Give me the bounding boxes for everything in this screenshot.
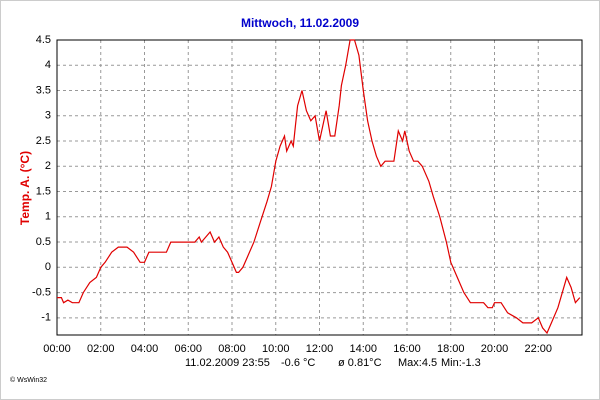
x-tick-label: 18:00 [437, 343, 465, 355]
y-tick-label: -1 [41, 312, 51, 324]
x-tick-label: 12:00 [306, 343, 334, 355]
x-tick-label: 14:00 [349, 343, 377, 355]
y-tick-label: 1.5 [36, 185, 51, 197]
x-tick-label: 00:00 [43, 343, 71, 355]
footer-text: Max:4.5 [398, 357, 437, 369]
y-tick-label: 0.5 [36, 236, 51, 248]
y-tick-label: 4 [45, 59, 51, 71]
y-tick-label: 2.5 [36, 135, 51, 147]
x-tick-label: 02:00 [87, 343, 115, 355]
y-tick-label: -0.5 [32, 286, 51, 298]
y-axis-label: Temp. A. (°C) [18, 151, 32, 225]
x-tick-label: 10:00 [262, 343, 290, 355]
y-tick-label: 1 [45, 211, 51, 223]
y-tick-label: 2 [45, 160, 51, 172]
footer-text: 11.02.2009 23:55 [185, 357, 270, 369]
y-tick-label: 0 [45, 261, 51, 273]
x-tick-label: 20:00 [481, 343, 509, 355]
x-tick-label: 22:00 [524, 343, 552, 355]
x-tick-label: 04:00 [131, 343, 159, 355]
x-tick-label: 08:00 [218, 343, 246, 355]
temperature-line [57, 39, 581, 335]
footer-text: ø 0.81°C [338, 357, 382, 369]
y-tick-label: 3.5 [36, 84, 51, 96]
footer-text: -0.6 °C [281, 357, 315, 369]
x-tick-label: 16:00 [393, 343, 421, 355]
footer-text: Min:-1.3 [441, 357, 481, 369]
plot-border [56, 39, 583, 336]
y-tick-label: 4.5 [36, 34, 51, 46]
x-tick-label: 06:00 [174, 343, 202, 355]
y-tick-label: 3 [45, 110, 51, 122]
credit: © WsWin32 [10, 376, 47, 384]
chart-title: Mittwoch, 11.02.2009 [241, 16, 359, 30]
